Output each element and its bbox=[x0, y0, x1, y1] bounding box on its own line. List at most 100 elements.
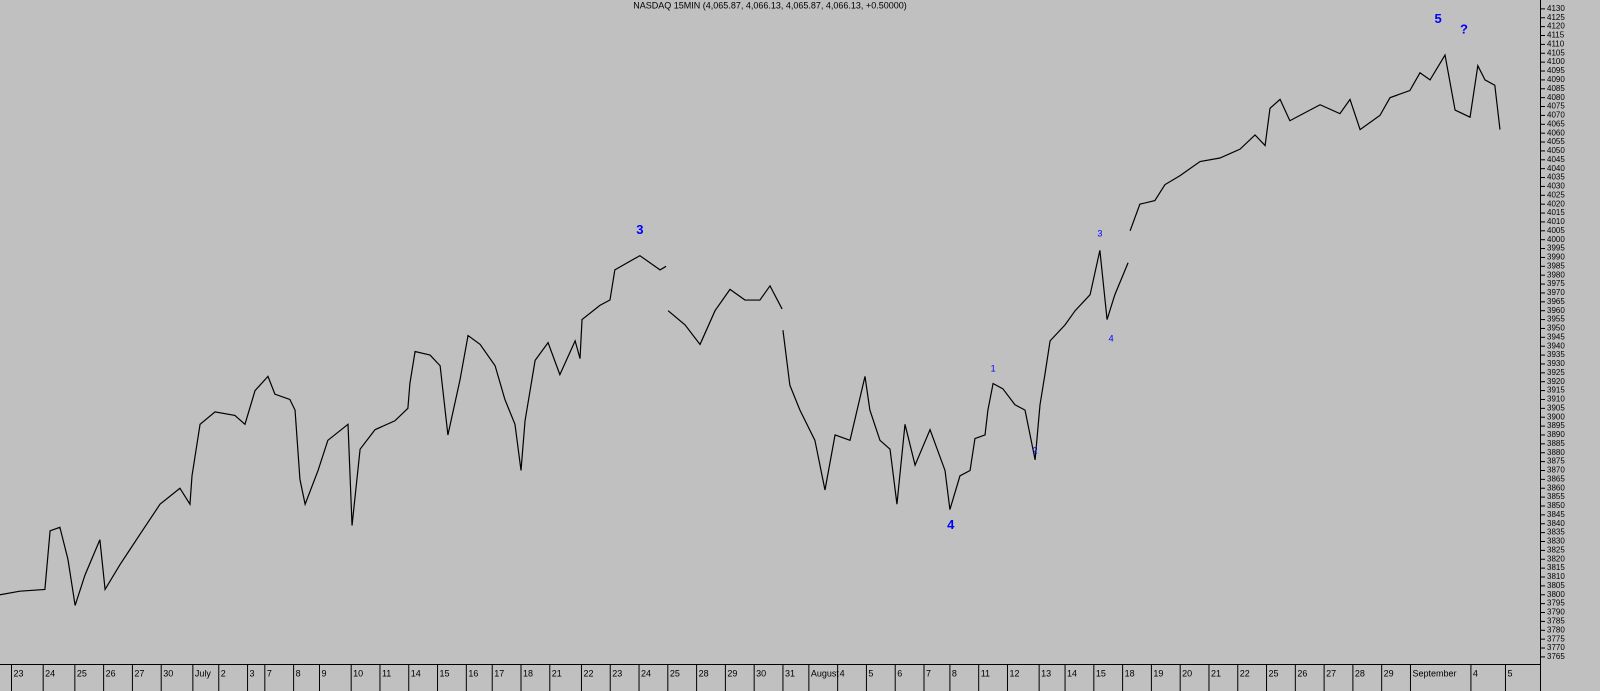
x-tick-label: 13 bbox=[1041, 668, 1051, 678]
x-tick-label: 12 bbox=[1009, 668, 1019, 678]
y-tick-label: 3805 bbox=[1547, 581, 1565, 590]
y-tick-label: 3985 bbox=[1547, 261, 1565, 270]
x-tick-label: 25 bbox=[1269, 668, 1279, 678]
y-tick-label: 3885 bbox=[1547, 439, 1565, 448]
x-tick-label: September bbox=[1412, 668, 1456, 678]
x-tick-label: 26 bbox=[106, 668, 116, 678]
x-tick-label: 8 bbox=[952, 668, 957, 678]
wave-label: 3 bbox=[636, 222, 643, 237]
y-tick-label: 4040 bbox=[1547, 164, 1565, 173]
x-tick-label: 18 bbox=[1125, 668, 1135, 678]
y-tick-label: 3900 bbox=[1547, 412, 1565, 421]
y-tick-label: 3860 bbox=[1547, 483, 1565, 492]
x-tick-label: 14 bbox=[1067, 668, 1077, 678]
x-tick-label: 21 bbox=[552, 668, 562, 678]
x-tick-label: July bbox=[195, 668, 212, 678]
x-tick-label: 26 bbox=[1297, 668, 1307, 678]
wave-label: 3 bbox=[1097, 229, 1102, 239]
y-tick-label: 4055 bbox=[1547, 137, 1565, 146]
y-tick-label: 4035 bbox=[1547, 173, 1565, 182]
y-tick-label: 4095 bbox=[1547, 66, 1565, 75]
y-tick-label: 3865 bbox=[1547, 474, 1565, 483]
y-tick-label: 3895 bbox=[1547, 421, 1565, 430]
y-tick-label: 3870 bbox=[1547, 466, 1565, 475]
x-tick-label: 16 bbox=[468, 668, 478, 678]
y-tick-label: 3935 bbox=[1547, 350, 1565, 359]
y-tick-label: 4085 bbox=[1547, 84, 1565, 93]
y-tick-label: 3845 bbox=[1547, 510, 1565, 519]
price-line bbox=[0, 53, 1501, 606]
x-tick-label: 29 bbox=[727, 668, 737, 678]
y-tick-label: 4050 bbox=[1547, 146, 1565, 155]
x-tick-label: 22 bbox=[1240, 668, 1250, 678]
y-tick-label: 4075 bbox=[1547, 102, 1565, 111]
x-tick-label: 7 bbox=[267, 668, 272, 678]
y-tick-label: 3815 bbox=[1547, 563, 1565, 572]
y-tick-label: 3950 bbox=[1547, 324, 1565, 333]
x-tick-label: 19 bbox=[1153, 668, 1163, 678]
y-tick-label: 3955 bbox=[1547, 315, 1565, 324]
y-tick-label: 3790 bbox=[1547, 608, 1565, 617]
x-tick-label: 5 bbox=[1507, 668, 1512, 678]
wave-label: 5 bbox=[1434, 11, 1441, 26]
x-tick-label: 23 bbox=[14, 668, 24, 678]
x-tick-label: 31 bbox=[785, 668, 795, 678]
y-tick-label: 3800 bbox=[1547, 590, 1565, 599]
chart-title: NASDAQ 15MIN (4,065.87, 4,066.13, 4,065.… bbox=[633, 0, 906, 10]
x-tick-label: 21 bbox=[1211, 668, 1221, 678]
x-tick-label: 2 bbox=[221, 668, 226, 678]
y-tick-label: 3910 bbox=[1547, 395, 1565, 404]
y-tick-label: 4010 bbox=[1547, 217, 1565, 226]
x-tick-label: 9 bbox=[322, 668, 327, 678]
y-tick-label: 4090 bbox=[1547, 75, 1565, 84]
x-tick-label: 11 bbox=[382, 668, 391, 678]
x-tick-label: 10 bbox=[353, 668, 363, 678]
x-tick-label: 22 bbox=[583, 668, 593, 678]
x-tick-label: 28 bbox=[699, 668, 709, 678]
x-tick-label: 15 bbox=[440, 668, 450, 678]
y-tick-label: 4065 bbox=[1547, 119, 1565, 128]
y-tick-label: 3925 bbox=[1547, 368, 1565, 377]
y-tick-label: 4005 bbox=[1547, 226, 1565, 235]
y-tick-label: 4105 bbox=[1547, 48, 1565, 57]
y-tick-label: 4070 bbox=[1547, 111, 1565, 120]
y-tick-label: 4100 bbox=[1547, 57, 1565, 66]
y-tick-label: 3995 bbox=[1547, 244, 1565, 253]
x-tick-label: 4 bbox=[840, 668, 845, 678]
y-tick-label: 4060 bbox=[1547, 128, 1565, 137]
y-tick-label: 4110 bbox=[1547, 39, 1565, 48]
y-tick-label: 3785 bbox=[1547, 616, 1565, 625]
y-tick-label: 3970 bbox=[1547, 288, 1565, 297]
y-tick-label: 3875 bbox=[1547, 457, 1565, 466]
y-tick-label: 3855 bbox=[1547, 492, 1565, 501]
x-tick-label: 8 bbox=[296, 668, 301, 678]
wave-label: ? bbox=[1460, 22, 1468, 37]
y-tick-label: 3945 bbox=[1547, 332, 1565, 341]
y-tick-label: 3840 bbox=[1547, 519, 1565, 528]
x-tick-label: 11 bbox=[981, 668, 990, 678]
x-tick-label: 15 bbox=[1096, 668, 1106, 678]
x-tick-label: 30 bbox=[756, 668, 766, 678]
x-tick-label: 7 bbox=[926, 668, 931, 678]
x-tick-label: 6 bbox=[897, 668, 902, 678]
x-tick-label: August bbox=[811, 668, 840, 678]
y-tick-label: 3820 bbox=[1547, 554, 1565, 563]
x-tick-label: 28 bbox=[1355, 668, 1365, 678]
y-tick-label: 3775 bbox=[1547, 634, 1565, 643]
x-tick-label: 27 bbox=[134, 668, 144, 678]
y-tick-label: 4125 bbox=[1547, 13, 1565, 22]
y-tick-label: 3835 bbox=[1547, 528, 1565, 537]
wave-label: 2 bbox=[1033, 445, 1038, 455]
x-tick-label: 18 bbox=[523, 668, 533, 678]
wave-label: 4 bbox=[1109, 333, 1114, 343]
x-tick-label: 30 bbox=[163, 668, 173, 678]
x-tick-label: 3 bbox=[250, 668, 255, 678]
x-tick-label: 25 bbox=[670, 668, 680, 678]
wave-label: 4 bbox=[947, 517, 955, 532]
y-tick-label: 4020 bbox=[1547, 199, 1565, 208]
y-tick-label: 4000 bbox=[1547, 235, 1565, 244]
y-tick-label: 3770 bbox=[1547, 643, 1565, 652]
x-tick-label: 5 bbox=[868, 668, 873, 678]
